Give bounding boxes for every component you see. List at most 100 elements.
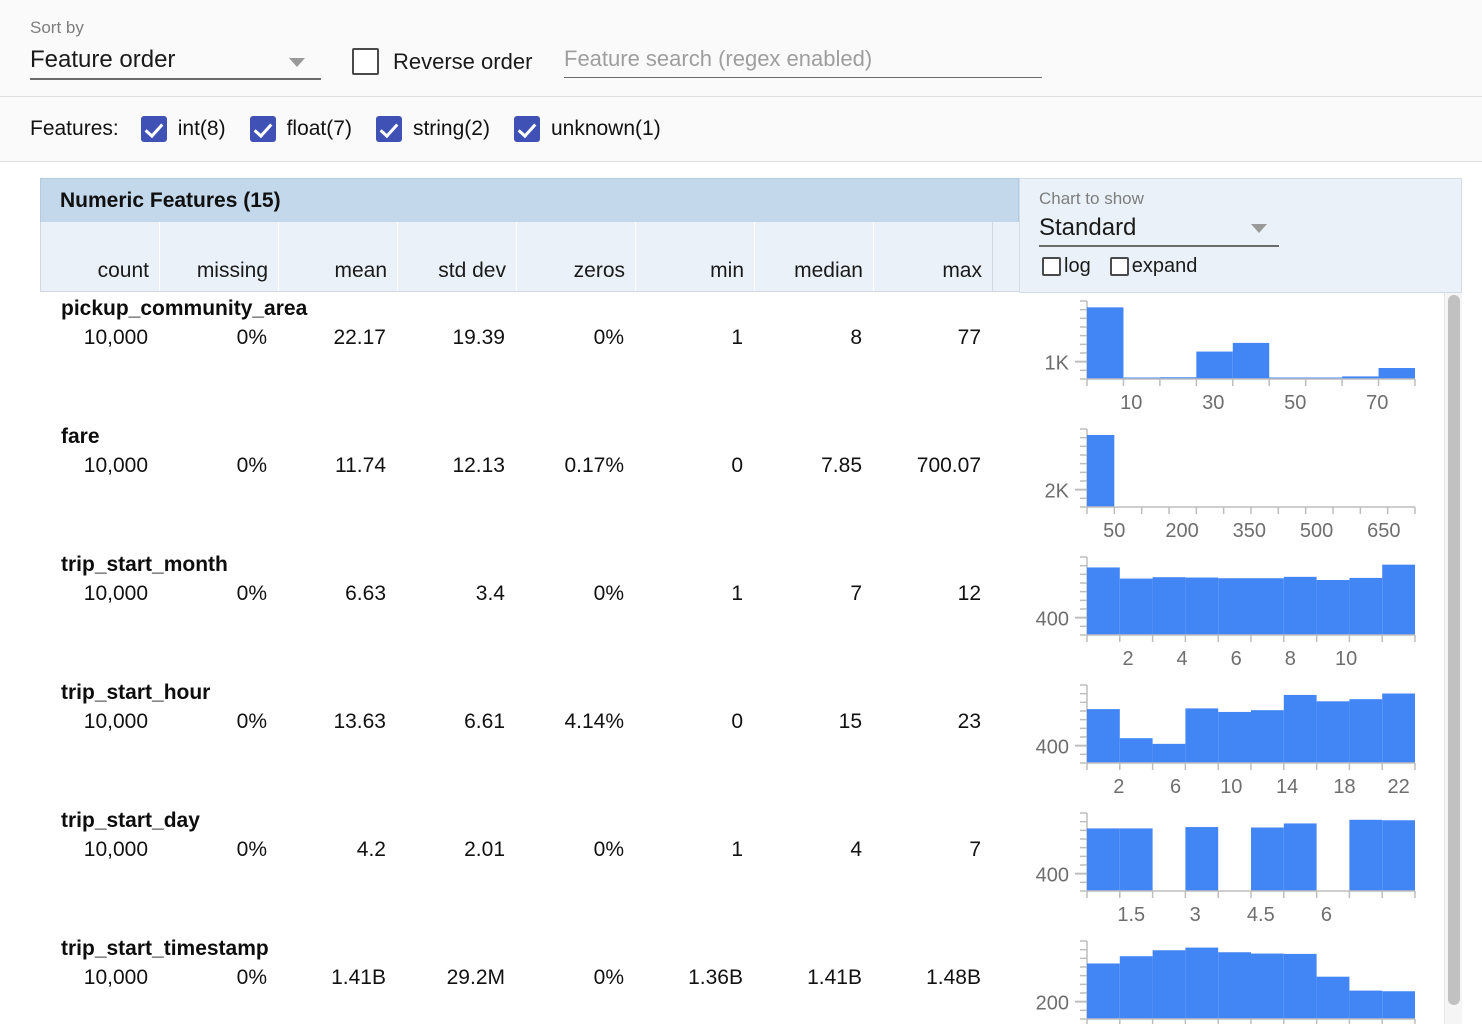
stat-cell-std-dev: 29.2M xyxy=(446,966,505,989)
stat-cell-median: 1.41B xyxy=(807,966,862,989)
stat-cell-mean: 1.41B xyxy=(331,966,386,989)
stat-cell-mean: 6.63 xyxy=(345,582,386,605)
column-header-median[interactable]: median xyxy=(755,222,874,291)
feature-histogram[interactable]: 200 xyxy=(1025,933,1425,1024)
column-header-std-dev[interactable]: std dev xyxy=(398,222,517,291)
stat-cell-min: 1.36B xyxy=(688,966,743,989)
table-row[interactable]: trip_start_hour 10,000 0% 13.63 6.61 4.14% 0 15… xyxy=(40,677,1462,805)
svg-text:50: 50 xyxy=(1103,520,1125,542)
svg-text:22: 22 xyxy=(1387,776,1409,798)
feature-search-group[interactable] xyxy=(564,46,1042,78)
log-option[interactable]: log xyxy=(1039,255,1091,278)
svg-text:30: 30 xyxy=(1202,392,1224,414)
checkbox-checked-icon[interactable] xyxy=(375,116,402,142)
feature-search-input[interactable] xyxy=(564,46,1042,72)
feature-type-unknown[interactable]: unknown(1) xyxy=(513,116,661,142)
stat-cell-max: 23 xyxy=(957,710,981,733)
chart-options: log expand xyxy=(1039,255,1461,278)
column-header-mean[interactable]: mean xyxy=(279,222,398,291)
stat-cell-count: 10,000 xyxy=(83,582,148,605)
stats-table: Numeric Features (15) count missing mean… xyxy=(40,178,1019,292)
chart-to-show-select[interactable]: Standard xyxy=(1039,212,1279,247)
stat-cell-mean: 13.63 xyxy=(333,710,386,733)
feature-histogram[interactable]: 1K 10 30 50 70 xyxy=(1025,293,1425,421)
svg-text:500: 500 xyxy=(1300,520,1333,542)
svg-text:8: 8 xyxy=(1285,648,1296,670)
feature-histogram[interactable]: 400 2 4 6 8 10 xyxy=(1025,549,1425,677)
vertical-scrollbar[interactable] xyxy=(1444,293,1462,1024)
svg-text:350: 350 xyxy=(1233,520,1266,542)
log-checkbox[interactable] xyxy=(1042,257,1061,276)
reverse-order-group[interactable]: Reverse order xyxy=(352,48,532,75)
stat-cell-max: 12 xyxy=(957,582,981,605)
svg-text:400: 400 xyxy=(1036,737,1069,759)
column-header-missing[interactable]: missing xyxy=(160,222,279,291)
feature-rows-container[interactable]: pickup_community_area 10,000 0% 22.17 19.39 0… xyxy=(40,293,1462,1024)
chart-to-show-label: Chart to show xyxy=(1039,189,1144,208)
feature-stats: 10,000 0% 6.63 3.4 0% 1 7 12 xyxy=(40,582,1019,606)
column-header-max[interactable]: max xyxy=(874,222,993,291)
sort-by-select[interactable]: Feature order xyxy=(30,44,321,80)
table-row[interactable]: trip_start_timestamp 10,000 0% 1.41B 29.2M 0%… xyxy=(40,933,1462,1024)
sort-by-value: Feature order xyxy=(30,46,176,73)
stat-cell-min: 1 xyxy=(731,326,743,349)
stat-cell-mean: 11.74 xyxy=(335,454,386,477)
svg-text:1.5: 1.5 xyxy=(1117,904,1145,926)
features-filter-bar: Features: int(8) float(7) string(2) unkn… xyxy=(0,97,1482,162)
stat-cell-mean: 22.17 xyxy=(333,326,386,349)
checkbox-checked-icon[interactable] xyxy=(513,116,540,142)
table-row[interactable]: fare 10,000 0% 11.74 12.13 0.17% 0 7.85 700.07 2K… xyxy=(40,421,1462,549)
stat-cell-max: 1.48B xyxy=(926,966,981,989)
column-header-zeros[interactable]: zeros xyxy=(517,222,636,291)
feature-histogram[interactable]: 400 1.5 3 4.5 6 xyxy=(1025,805,1425,933)
stat-cell-median: 7 xyxy=(850,582,862,605)
column-header-count[interactable]: count xyxy=(41,222,160,291)
stat-cell-std-dev: 6.61 xyxy=(464,710,505,733)
column-header-min[interactable]: min xyxy=(636,222,755,291)
controls-bar: Sort by Feature order Reverse order xyxy=(0,0,1482,97)
numeric-features-panel: Numeric Features (15) count missing mean… xyxy=(40,178,1462,1024)
svg-text:2: 2 xyxy=(1113,776,1124,798)
feature-type-unknown-label: unknown(1) xyxy=(550,117,661,140)
feature-name: trip_start_day xyxy=(61,809,200,832)
chevron-down-icon xyxy=(289,58,305,67)
main-area: Numeric Features (15) count missing mean… xyxy=(0,162,1482,1024)
stat-cell-median: 15 xyxy=(838,710,862,733)
scrollbar-thumb[interactable] xyxy=(1448,295,1460,1005)
svg-text:6: 6 xyxy=(1170,776,1181,798)
feature-type-int[interactable]: int(8) xyxy=(140,116,226,142)
svg-text:400: 400 xyxy=(1036,609,1069,631)
reverse-order-checkbox[interactable] xyxy=(352,48,379,75)
svg-text:400: 400 xyxy=(1036,865,1069,887)
feature-name: trip_start_month xyxy=(61,553,228,576)
page-title: Numeric Features (15) xyxy=(40,178,1019,222)
feature-histogram[interactable]: 2K 50 200 350 500 650 xyxy=(1025,421,1425,549)
feature-type-string-label: string(2) xyxy=(412,117,490,140)
stat-cell-std-dev: 19.39 xyxy=(452,326,505,349)
expand-label: expand xyxy=(1131,255,1198,277)
checkbox-checked-icon[interactable] xyxy=(140,116,167,142)
table-row[interactable]: trip_start_month 10,000 0% 6.63 3.4 0% 1 7 12 400… xyxy=(40,549,1462,677)
chevron-down-icon xyxy=(1251,224,1267,233)
table-header-row: count missing mean std dev zeros min med… xyxy=(40,222,1019,292)
feature-type-string[interactable]: string(2) xyxy=(375,116,490,142)
table-row[interactable]: pickup_community_area 10,000 0% 22.17 19.39 0… xyxy=(40,293,1462,421)
checkbox-checked-icon[interactable] xyxy=(249,116,276,142)
table-row[interactable]: trip_start_day 10,000 0% 4.2 2.01 0% 1 4 7 400 1.5… xyxy=(40,805,1462,933)
stat-cell-missing: 0% xyxy=(236,454,267,477)
expand-checkbox[interactable] xyxy=(1109,257,1129,276)
log-label: log xyxy=(1064,255,1091,277)
sort-by-label: Sort by xyxy=(30,18,84,37)
feature-stats: 10,000 0% 11.74 12.13 0.17% 0 7.85 700.07 xyxy=(40,454,1019,478)
stat-cell-median: 8 xyxy=(850,326,862,349)
stat-cell-zeros: 0% xyxy=(593,326,624,349)
stat-cell-min: 0 xyxy=(731,454,743,477)
feature-type-float[interactable]: float(7) xyxy=(249,116,352,142)
feature-histogram[interactable]: 400 2 6 10 14 18 22 xyxy=(1025,677,1425,805)
stat-cell-std-dev: 3.4 xyxy=(475,582,505,605)
stat-cell-zeros: 0% xyxy=(593,838,624,861)
svg-text:10: 10 xyxy=(1335,648,1357,670)
stat-cell-missing: 0% xyxy=(236,838,267,861)
feature-stats: 10,000 0% 1.41B 29.2M 0% 1.36B 1.41B 1.48B xyxy=(40,966,1019,990)
expand-option[interactable]: expand xyxy=(1107,255,1198,278)
